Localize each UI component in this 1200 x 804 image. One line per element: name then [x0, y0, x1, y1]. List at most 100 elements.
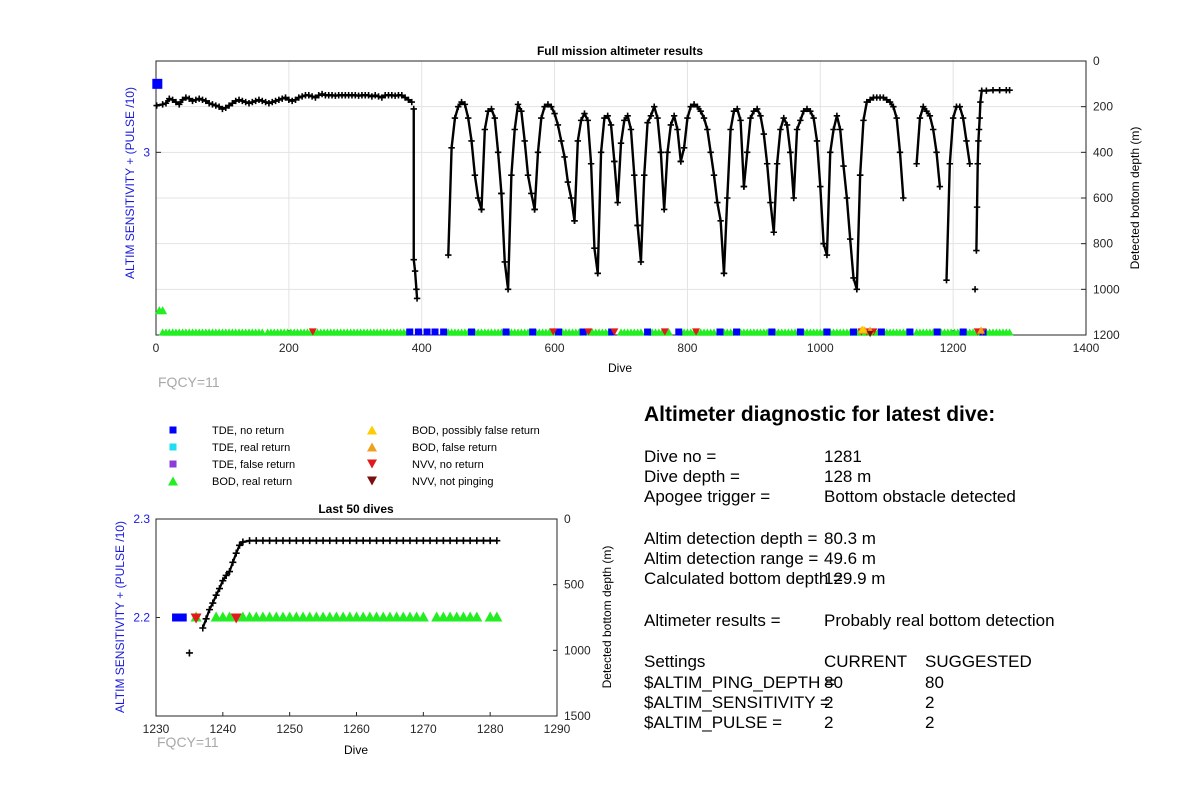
bottom-depth-point — [747, 114, 754, 122]
bottom-depth-point — [451, 114, 459, 122]
top-x-tick-label: 600 — [545, 341, 565, 355]
nvv-no-return-marker — [692, 328, 701, 336]
bottom-depth-point — [770, 229, 777, 236]
bottom-depth-point — [959, 114, 967, 122]
sensitivity-suggested: 2 — [925, 693, 935, 712]
bottom-depth-point — [564, 178, 572, 186]
bottom-depth-point — [933, 149, 940, 156]
bottom-depth-point — [202, 615, 210, 623]
bottom-depth-point — [680, 144, 688, 151]
bottom-depth-point — [493, 537, 501, 545]
bottom-depth-point — [458, 98, 465, 106]
bottom-depth-point — [800, 108, 807, 115]
tde-no-return-marker — [468, 328, 476, 336]
bottom-depth-point — [866, 96, 874, 104]
bottom-depth-point — [531, 206, 538, 213]
bottom-depth-point — [521, 137, 528, 145]
bottom-depth-point — [996, 87, 1003, 94]
last-50-dives-chart: 1230 1240 1250 1260 1270 1280 1290 2.2 2.3 0 500… — [113, 502, 614, 757]
bottom-depth-point — [365, 92, 372, 99]
bottom-depth-point — [259, 97, 266, 105]
bottom-depth-point — [963, 137, 970, 145]
bottom-depth-point — [883, 96, 890, 104]
bottom-depth-point — [312, 537, 320, 545]
bod-real-return-marker — [258, 328, 267, 336]
bottom-depth-point — [406, 537, 414, 545]
bottom-depth-point — [893, 114, 900, 122]
bottom-depth-point — [971, 286, 979, 293]
bottom-depth-point — [581, 110, 588, 117]
bottom-depth-point — [744, 149, 751, 156]
tde-no-return-marker — [959, 328, 967, 336]
bottom-x-tick-label: 1270 — [410, 722, 437, 736]
bottom-depth-point — [657, 149, 665, 156]
bottom-depth-point — [172, 98, 180, 106]
bottom-depth-point — [478, 206, 485, 213]
pulse-label: $ALTIM_PULSE = — [644, 713, 783, 732]
bottom-depth-point — [541, 103, 548, 110]
bottom-depth-point — [285, 96, 293, 104]
bottom-depth-line — [636, 105, 663, 264]
bottom-depth-point — [259, 537, 267, 545]
legend-marker — [168, 476, 178, 486]
bottom-depth-point — [461, 101, 469, 108]
nvv-no-return-marker — [230, 613, 242, 624]
bod-real-return-marker — [224, 611, 236, 622]
bottom-depth-point — [860, 117, 867, 124]
dive-no-value: 1281 — [824, 447, 862, 466]
bottom-depth-point — [398, 92, 405, 99]
nvv-not-pinging-marker — [866, 330, 874, 338]
bottom-depth-point — [561, 153, 568, 161]
bottom-depth-point — [408, 98, 415, 106]
bottom-depth-line — [945, 105, 971, 281]
bottom-depth-point — [651, 103, 658, 110]
top-x-tick-label: 200 — [279, 341, 299, 355]
bottom-data — [172, 537, 503, 657]
top-y-left-tick-label: 3 — [143, 145, 150, 159]
bottom-depth-point — [326, 537, 334, 545]
bottom-depth-point — [292, 96, 299, 104]
bottom-depth-point — [185, 649, 193, 657]
bottom-depth-point — [166, 95, 173, 102]
bottom-depth-point — [262, 98, 269, 106]
bottom-depth-point — [439, 537, 447, 545]
bottom-depth-point — [631, 171, 638, 179]
bottom-depth-point — [292, 537, 300, 545]
bottom-depth-point — [707, 149, 714, 156]
bottom-depth-line — [573, 112, 599, 274]
legend-label: BOD, real return — [212, 476, 292, 488]
bottom-depth-point — [308, 93, 316, 100]
settings-header: Settings — [644, 652, 706, 671]
bottom-depth-point — [153, 102, 160, 109]
dive-depth-value: 128 m — [824, 467, 872, 486]
bottom-depth-point — [473, 537, 481, 545]
bottom-depth-point — [179, 96, 186, 104]
bottom-depth-point — [621, 117, 628, 124]
bottom-depth-point — [584, 117, 591, 124]
bottom-depth-point — [379, 537, 387, 545]
bottom-depth-point — [966, 160, 973, 167]
bottom-depth-point — [730, 108, 738, 115]
bottom-depth-point — [501, 258, 508, 266]
bottom-depth-point — [567, 194, 575, 202]
dive-depth-label: Dive depth = — [644, 467, 740, 486]
top-y-right-tick-label: 1000 — [1093, 282, 1120, 296]
bottom-depth-point — [176, 101, 183, 108]
bottom-depth-point — [215, 585, 223, 593]
tde-no-return-marker — [555, 328, 563, 336]
bottom-depth-point — [279, 95, 286, 102]
bottom-depth-point — [249, 98, 256, 106]
bottom-depth-point — [353, 537, 360, 545]
bottom-y-left-ticks: 2.2 2.3 — [133, 512, 160, 625]
bottom-depth-point — [229, 558, 237, 566]
bottom-depth-point — [255, 96, 263, 104]
pulse-suggested: 2 — [925, 713, 935, 732]
bottom-depth-line — [613, 114, 639, 226]
top-y-right-tick-label: 200 — [1093, 100, 1113, 114]
bottom-depth-point — [481, 126, 489, 133]
bottom-depth-point — [192, 96, 200, 104]
bottom-depth-point — [305, 92, 312, 99]
bottom-depth-point — [797, 117, 804, 124]
tde-no-return-marker — [733, 328, 741, 336]
bottom-depth-line — [596, 114, 616, 274]
